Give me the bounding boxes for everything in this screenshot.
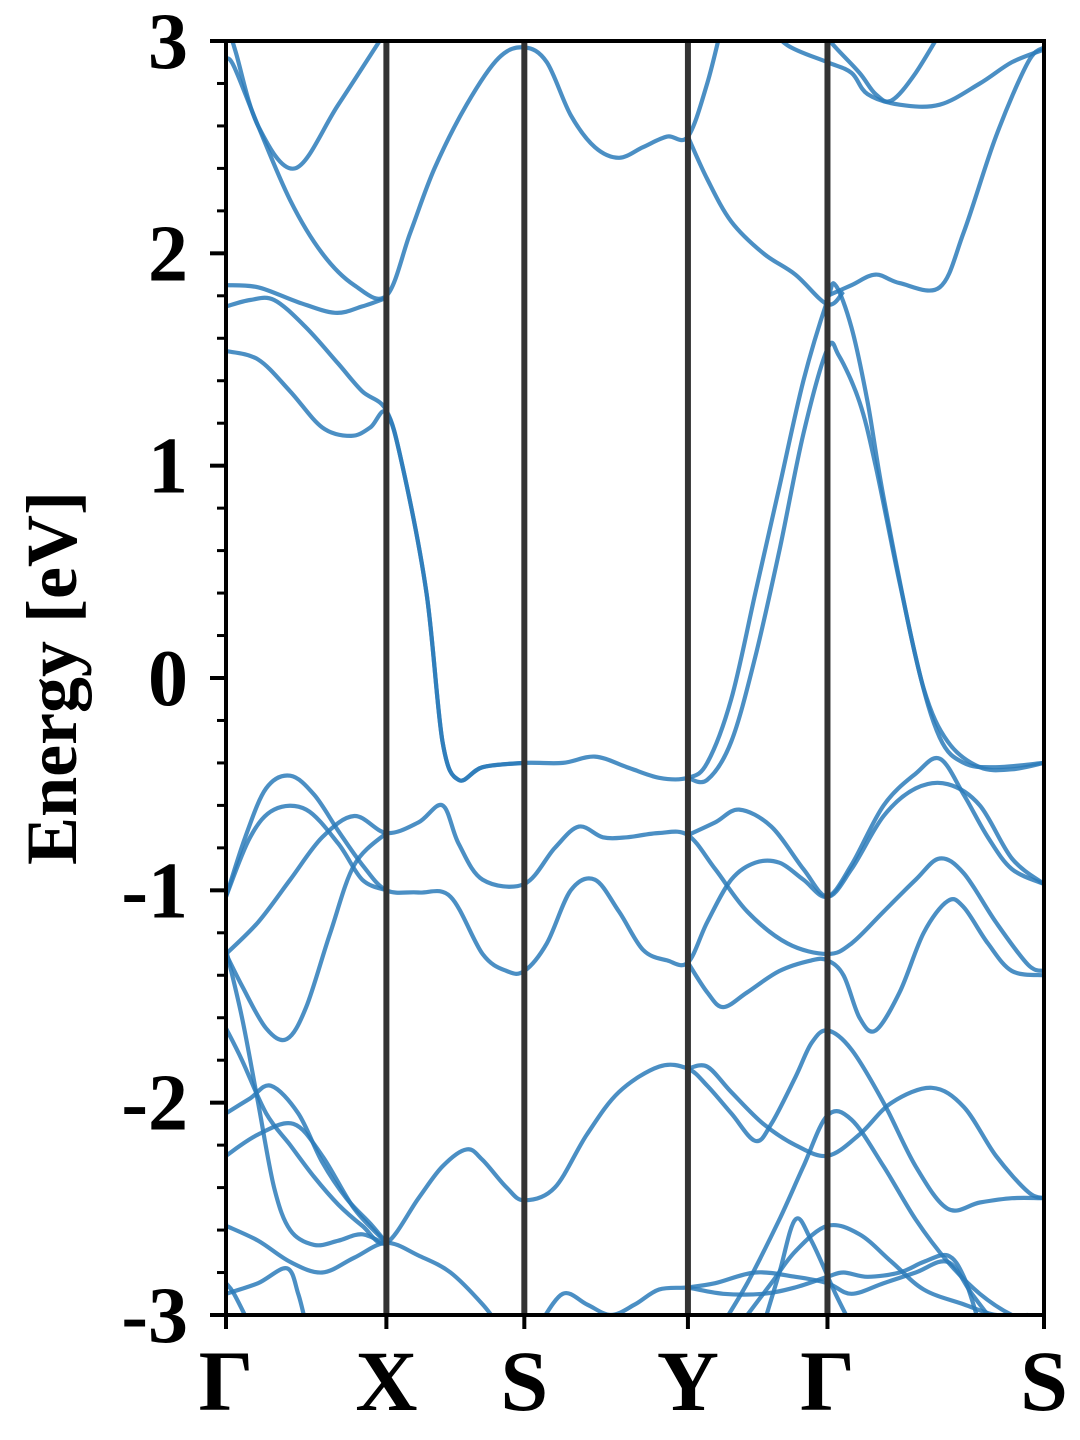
band-line-27 [687, 1252, 979, 1315]
band-line-5 [226, 348, 525, 783]
band-line-13 [226, 802, 1044, 974]
band-line-25 [226, 1266, 306, 1315]
x-tick-label: S [500, 1333, 548, 1429]
band-line-8 [685, 135, 846, 307]
y-tick-label: 0 [148, 635, 188, 723]
y-tick-label: 2 [148, 210, 188, 298]
x-tick-label: Y [657, 1333, 719, 1429]
x-tick-label: S [1020, 1333, 1068, 1429]
band-line-2 [226, 41, 721, 301]
band-line-23 [226, 1223, 494, 1315]
band-line-21 [687, 1063, 1044, 1201]
band-line-4 [226, 281, 1044, 783]
y-tick-label: -2 [121, 1060, 188, 1148]
y-tick-label: -3 [121, 1272, 188, 1360]
band-line-6 [687, 340, 1044, 785]
y-tick-label: 1 [148, 423, 188, 511]
x-tick-label: Γ [800, 1333, 855, 1429]
band-line-7 [826, 45, 1044, 298]
band-line-11 [226, 755, 1044, 976]
x-tick-label: Γ [199, 1333, 254, 1429]
bands-layer [226, 41, 1044, 1315]
band-line-20 [226, 1121, 388, 1245]
band-line-22 [725, 1109, 1018, 1315]
band-line-1 [230, 41, 383, 171]
y-tick-label: 3 [148, 0, 188, 86]
band-line-9 [778, 41, 1044, 109]
band-line-18 [226, 1027, 1044, 1246]
band-line-14 [226, 831, 388, 1043]
y-axis-label: Energy [eV] [12, 491, 92, 865]
band-line-12 [226, 803, 388, 898]
high-symmetry-lines [383, 41, 831, 1315]
band-line-17 [226, 949, 388, 1248]
band-line-10 [827, 41, 938, 104]
band-line-15 [687, 780, 1044, 899]
y-tick-label: -1 [121, 847, 188, 935]
band-line-16 [686, 897, 1044, 1034]
band-line-3 [226, 283, 388, 315]
band-line-29 [744, 1223, 1028, 1315]
x-tick-label: X [355, 1333, 417, 1429]
y-axis: -3 -2 -1 0 1 2 3 [121, 0, 226, 1360]
